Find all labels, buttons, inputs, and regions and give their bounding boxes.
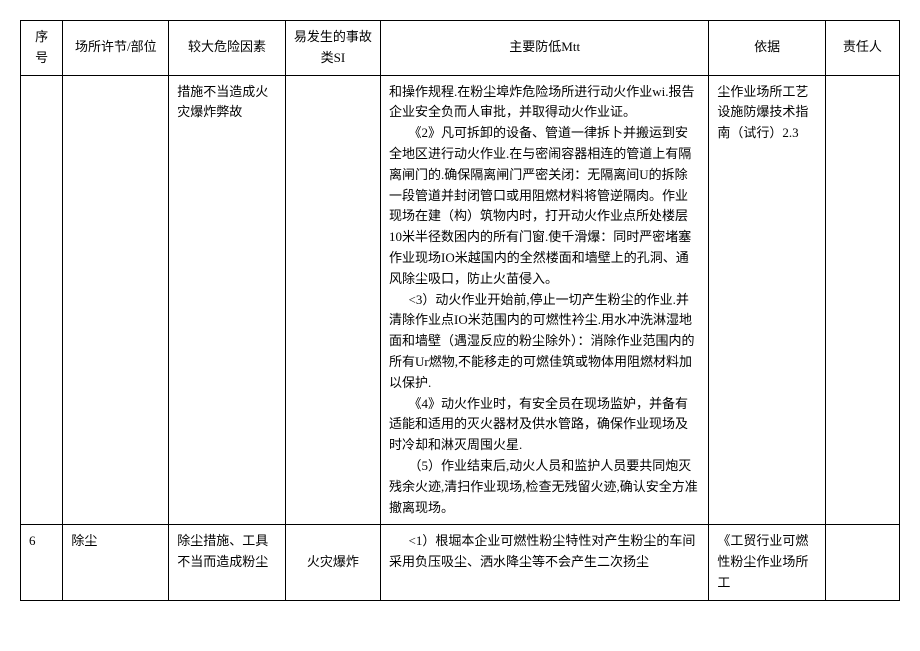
header-basis: 依据 xyxy=(709,21,825,76)
cell-accident xyxy=(285,75,380,525)
cell-risk: 除尘措施、工具不当而造成粉尘 xyxy=(169,525,285,600)
cell-seq: 6 xyxy=(21,525,63,600)
cell-basis: 《工贸行业可燃性粉尘作业场所工 xyxy=(709,525,825,600)
measure-line: （5）作业结束后,动火人员和监护人员要共同炮灭残余火迹,清扫作业现场,检查无残留… xyxy=(389,456,700,518)
cell-risk: 措施不当造成火灾爆炸弊故 xyxy=(169,75,285,525)
cell-measure: <1）根堀本企业可燃性粉尘特性对产生粉尘的车间采用负压吸尘、洒水降尘等不会产生二… xyxy=(381,525,709,600)
cell-place xyxy=(63,75,169,525)
header-risk: 较大危险因素 xyxy=(169,21,285,76)
cell-measure: 和操作规程.在粉尘埠炸危险场所进行动火作业wi.报告企业安全负而人审批，并取得动… xyxy=(381,75,709,525)
cell-responsible xyxy=(825,525,899,600)
header-measure: 主要防低Mtt xyxy=(381,21,709,76)
table-row: 6 除尘 除尘措施、工具不当而造成粉尘 火灾爆炸 <1）根堀本企业可燃性粉尘特性… xyxy=(21,525,900,600)
cell-accident: 火灾爆炸 xyxy=(285,525,380,600)
table-header-row: 序号 场所许节/部位 较大危险因素 易发生的事故类SI 主要防低Mtt 依据 责… xyxy=(21,21,900,76)
measure-line: 和操作规程.在粉尘埠炸危险场所进行动火作业wi.报告企业安全负而人审批，并取得动… xyxy=(389,82,700,124)
measure-line: 《2》凡可拆卸的设备、管道一律拆卜并搬运到安全地区进行动火作业.在与密闹容器相连… xyxy=(389,123,700,289)
cell-basis: 尘作业场所工艺设施防爆技术指南（试行）2.3 xyxy=(709,75,825,525)
risk-table: 序号 场所许节/部位 较大危险因素 易发生的事故类SI 主要防低Mtt 依据 责… xyxy=(20,20,900,601)
header-accident: 易发生的事故类SI xyxy=(285,21,380,76)
header-responsible: 责任人 xyxy=(825,21,899,76)
cell-seq xyxy=(21,75,63,525)
cell-place: 除尘 xyxy=(63,525,169,600)
header-place: 场所许节/部位 xyxy=(63,21,169,76)
cell-responsible xyxy=(825,75,899,525)
measure-line: 《4》动火作业时，有安全员在现场监妒，并备有适能和适用的灭火器材及供水管路，确保… xyxy=(389,394,700,456)
measure-line: <3）动火作业开始前,停止一切产生粉尘的作业.并清除作业点IO米范围内的可燃性衿… xyxy=(389,290,700,394)
header-seq: 序号 xyxy=(21,21,63,76)
measure-line: <1）根堀本企业可燃性粉尘特性对产生粉尘的车间采用负压吸尘、洒水降尘等不会产生二… xyxy=(389,531,700,573)
table-row: 措施不当造成火灾爆炸弊故 和操作规程.在粉尘埠炸危险场所进行动火作业wi.报告企… xyxy=(21,75,900,525)
